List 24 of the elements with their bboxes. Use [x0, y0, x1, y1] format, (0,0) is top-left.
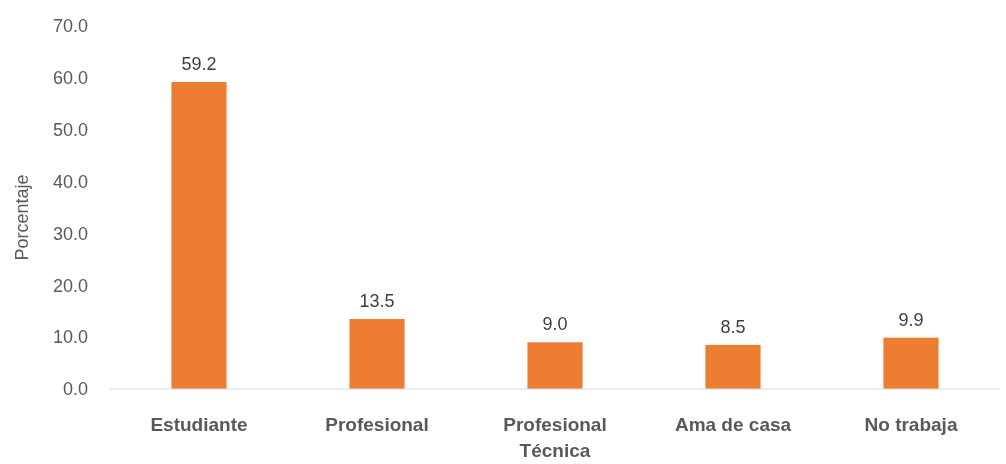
y-tick-label: 0.0 [62, 379, 88, 400]
x-tick-label: Ama de casa [674, 414, 792, 435]
data-label: 59.2 [181, 54, 217, 75]
y-tick-label: 40.0 [52, 171, 88, 192]
y-tick-label: 70.0 [52, 16, 88, 37]
y-tick-label: 30.0 [52, 223, 88, 244]
x-tick-label: Estudiante [150, 414, 248, 435]
y-tick-label: 50.0 [52, 120, 88, 141]
data-label: 8.5 [720, 316, 746, 337]
bar [527, 342, 583, 389]
data-label: 9.9 [898, 309, 924, 330]
x-tick-label: Profesional Técnica [503, 414, 607, 461]
y-tick-label: 20.0 [52, 275, 88, 296]
data-label: 9.0 [542, 314, 568, 335]
x-tick-label: No trabaja [864, 414, 958, 435]
bar [349, 318, 405, 389]
y-axis-title: Porcentaje [12, 174, 32, 261]
x-tick-label: Profesional [325, 414, 429, 435]
bar [705, 344, 761, 389]
bar [171, 82, 227, 389]
y-tick-label: 60.0 [52, 68, 88, 89]
bar [883, 337, 939, 389]
y-tick-label: 10.0 [52, 327, 88, 348]
data-label: 13.5 [359, 290, 395, 311]
